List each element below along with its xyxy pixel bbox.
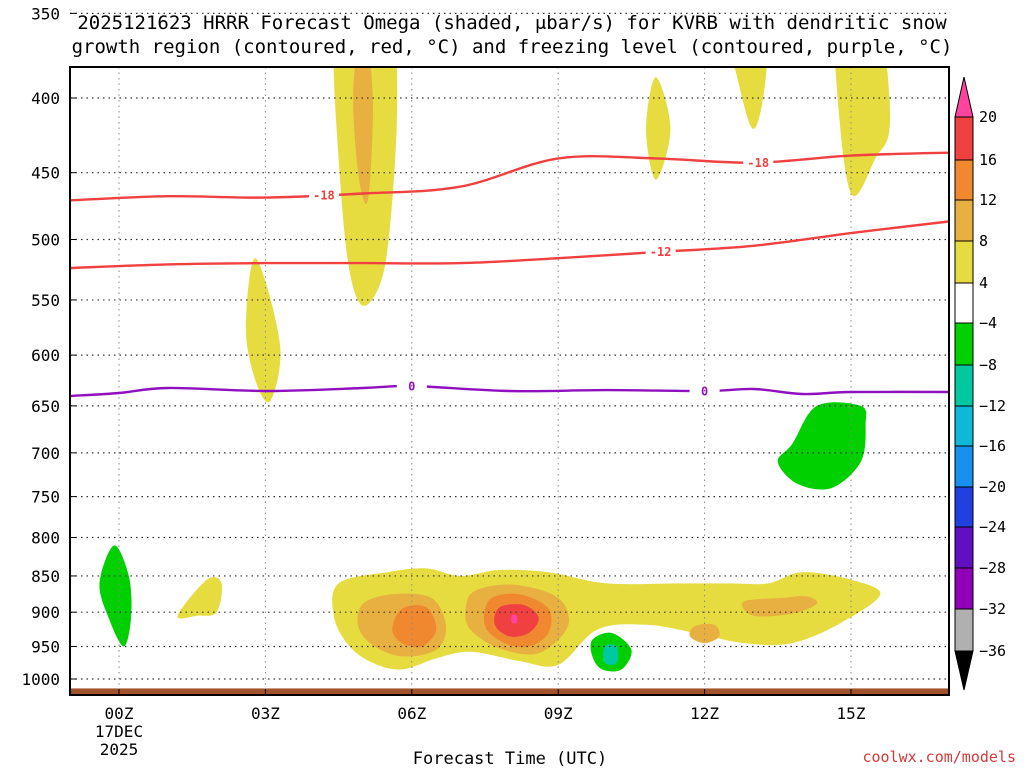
contour-label-bg [396, 378, 427, 395]
omega-region [353, 67, 373, 204]
grid-lines [70, 12, 949, 695]
chart-title-line1: 2025121623 HRRR Forecast Omega (shaded, … [77, 12, 947, 34]
pressure-tick-label: 550 [31, 291, 60, 310]
colorbar-label: −16 [979, 437, 1006, 455]
colorbar-segment [954, 199, 974, 242]
time-tick-label: 03Z [251, 704, 280, 723]
colorbar-segment [954, 486, 974, 528]
pressure-tick-label: 650 [31, 397, 60, 416]
omega-region [603, 644, 619, 665]
omega-region [245, 258, 281, 403]
omega-region [511, 614, 518, 624]
pressure-tick-label: 950 [31, 637, 60, 656]
credit-text: coolwx.com/models [862, 748, 1016, 766]
contour-label: -18 [747, 156, 769, 170]
year-label: 2025 [100, 740, 139, 759]
colorbar-label: 12 [979, 191, 997, 209]
contour-label-bg [645, 243, 676, 260]
pressure-tick-label: 800 [31, 529, 60, 548]
contour-label: -18 [313, 189, 335, 203]
pressure-axis: 2503003504004505005506006507007508008509… [21, 4, 76, 689]
pressure-tick-label: 600 [31, 346, 60, 365]
colorbar-label: −20 [979, 478, 1006, 496]
chart-title-line2: growth region (contoured, red, °C) and f… [72, 36, 953, 58]
time-tick-label: 00Z [105, 704, 134, 723]
omega-region [99, 545, 132, 647]
date-label: 17DEC [95, 722, 143, 741]
contour-line [70, 151, 949, 202]
colorbar-label: 16 [979, 151, 997, 169]
contour-label: 0 [408, 380, 415, 394]
colorbar-top-arrow [954, 76, 974, 118]
omega-shaded-regions [99, 67, 891, 672]
omega-region [734, 67, 767, 129]
pressure-tick-label: 500 [31, 230, 60, 249]
colorbar-segment [954, 608, 974, 652]
contour-label: 0 [701, 385, 708, 399]
colorbar-label: −36 [979, 642, 1006, 660]
colorbar-label: 20 [979, 108, 997, 126]
colorbar-segment [954, 526, 974, 569]
colorbar-label: 4 [979, 274, 988, 292]
pressure-tick-label: 350 [31, 4, 60, 23]
x-axis-label: Forecast Time (UTC) [413, 749, 607, 768]
pressure-tick-label: 1000 [21, 670, 60, 689]
contour-line [70, 220, 949, 270]
omega-region [332, 568, 881, 670]
contour-lines: -18 -18 -12 0 0 [70, 151, 949, 400]
colorbar-bottom-arrow [954, 650, 974, 691]
omega-region [177, 577, 223, 619]
pressure-tick-label: 850 [31, 567, 60, 586]
pressure-tick-label: 750 [31, 488, 60, 507]
colorbar-label: −32 [979, 600, 1006, 618]
time-tick-label: 12Z [690, 704, 719, 723]
colorbar-segment [954, 364, 974, 407]
colorbar-label: −8 [979, 356, 997, 374]
time-tick-label: 06Z [397, 704, 426, 723]
contour-label-bg [308, 187, 339, 204]
colorbar-label: 8 [979, 232, 988, 250]
plot-frame [69, 66, 950, 696]
omega-region [392, 605, 437, 648]
colorbar-segment [954, 240, 974, 284]
terrain-band [70, 688, 949, 695]
omega-region [741, 596, 818, 617]
pressure-tick-label: 900 [31, 603, 60, 622]
contour-label-bg [743, 154, 774, 171]
colorbar-label: −28 [979, 559, 1006, 577]
pressure-tick-label: 400 [31, 89, 60, 108]
contour-label-bg [689, 383, 720, 400]
pressure-tick-label: 450 [31, 164, 60, 183]
colorbar-segment [954, 159, 974, 201]
time-tick-label: 09Z [544, 704, 573, 723]
colorbar-segment [954, 567, 974, 610]
colorbar-segment [954, 116, 974, 161]
colorbar: 20 16 12 8 4 −4 −8 −12 −16 −20 −24 −28 −32 −36 [954, 76, 1006, 691]
colorbar-label: −24 [979, 518, 1006, 536]
colorbar-segment [954, 322, 974, 366]
omega-region [646, 77, 671, 180]
pressure-tick-label: 700 [31, 444, 60, 463]
contour-label: -12 [650, 245, 672, 259]
omega-region [835, 67, 891, 197]
colorbar-segment [954, 445, 974, 488]
time-tick-label: 15Z [837, 704, 866, 723]
colorbar-segment [954, 405, 974, 447]
colorbar-label: −4 [979, 314, 997, 332]
contour-line [70, 384, 949, 398]
terrain-layer [70, 688, 949, 695]
omega-region [777, 402, 867, 490]
colorbar-label: −12 [979, 397, 1006, 415]
colorbar-segment [954, 282, 974, 324]
